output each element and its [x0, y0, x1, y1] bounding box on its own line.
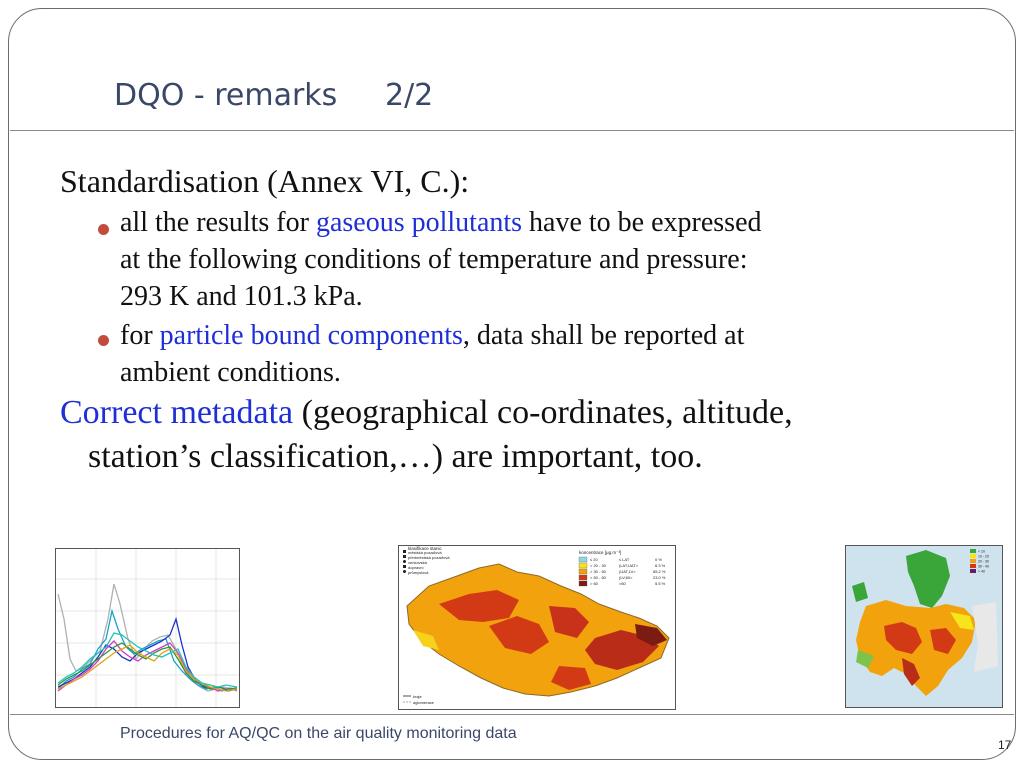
boundary-label-agglomerations: aglomerace	[413, 700, 435, 705]
station-type-suburban-background: předměstská pozaďová	[408, 555, 450, 560]
europe-legend-1: < 10	[978, 550, 985, 554]
europe-legend-5: > 40	[978, 570, 985, 574]
particle-bound-components-highlight: particle bound components	[159, 320, 463, 351]
czech-concentration-map-image: klasifikace stanic městská pozaďová před…	[398, 545, 676, 710]
europe-legend-2: 10 - 20	[978, 555, 989, 559]
bullet-1-line-2: at the following conditions of temperatu…	[120, 244, 748, 275]
legend-pct-5: 5.5 %	[655, 581, 666, 586]
metadata-line-2: station’s classification,…) are importan…	[88, 438, 703, 475]
slide-footer: Procedures for AQ/QC on the air quality …	[120, 725, 517, 742]
gaseous-pollutants-highlight: gaseous pollutants	[315, 207, 523, 238]
europe-map-drawing: < 10 10 - 20 20 - 30 30 - 40 > 40	[846, 546, 1002, 707]
concentration-legend-title: koncentrace [μg.m⁻³]	[579, 550, 621, 555]
station-type-traffic: dopravní	[408, 565, 424, 570]
europe-legend: < 10 10 - 20 20 - 30 30 - 40 > 40	[970, 549, 989, 574]
slide-frame	[8, 8, 1016, 760]
legend-label-4: (LV,60>	[619, 575, 633, 580]
legend-range-3: > 30 - 50	[590, 569, 607, 574]
station-type-industrial: průmyslová	[408, 570, 429, 575]
bullet-1-line-3: 293 K and 101.3 kPa.	[120, 281, 363, 312]
bullet-dot-2	[98, 335, 109, 346]
czech-map-drawing: klasifikace stanic městská pozaďová před…	[403, 546, 670, 705]
legend-range-5: > 60	[590, 581, 599, 586]
legend-label-2: (LAT,UAT>	[619, 563, 639, 568]
footer-divider	[10, 714, 1014, 715]
legend-range-1: ≤ 20	[590, 557, 599, 562]
metadata-line-1: Correct metadata (geographical co-ordina…	[60, 394, 793, 431]
standardisation-heading: Standardisation (Annex VI, C.):	[60, 163, 470, 199]
legend-label-5: >60	[619, 581, 627, 586]
legend-label-3: (UAT,LV>	[619, 569, 636, 574]
europe-concentration-map-image: < 10 10 - 20 20 - 30 30 - 40 > 40	[845, 545, 1003, 708]
correct-metadata-highlight: Correct metadata	[60, 394, 294, 431]
europe-legend-3: 20 - 30	[978, 560, 989, 564]
legend-range-2: > 20 - 30	[590, 563, 607, 568]
timeseries-graph-image	[55, 548, 240, 708]
bullet-dot-1	[98, 224, 109, 235]
bullet-2-line-2: ambient conditions.	[120, 357, 341, 388]
legend-pct-3: 65.2 %	[653, 569, 666, 574]
station-type-urban-background: městská pozaďová	[408, 550, 442, 555]
station-types-heading: klasifikace stanic	[408, 546, 443, 551]
station-type-rural: venkovská	[408, 560, 428, 565]
page-number: 17	[998, 738, 1012, 752]
legend-pct-2: 6.3 %	[655, 563, 666, 568]
bullet-1-line-1: all the results for gaseous pollutants h…	[120, 207, 762, 238]
legend-pct-4: 23.0 %	[653, 575, 666, 580]
slide-title: DQO - remarks 2/2	[114, 78, 434, 113]
timeseries-graph-drawing	[56, 549, 239, 707]
europe-legend-4: 30 - 40	[978, 565, 989, 569]
legend-label-1: ≤ LAT	[619, 557, 630, 562]
boundary-label-regions: kraje	[413, 694, 422, 699]
legend-pct-1: 0 %	[655, 557, 662, 562]
concentration-legend: ≤ 20 ≤ LAT 0 % > 20 - 30 (LAT,UAT> 6.3 %…	[578, 556, 666, 587]
title-divider	[10, 130, 1014, 131]
bullet-2-line-1: for particle bound components, data shal…	[120, 320, 745, 351]
legend-range-4: > 50 - 60	[590, 575, 607, 580]
